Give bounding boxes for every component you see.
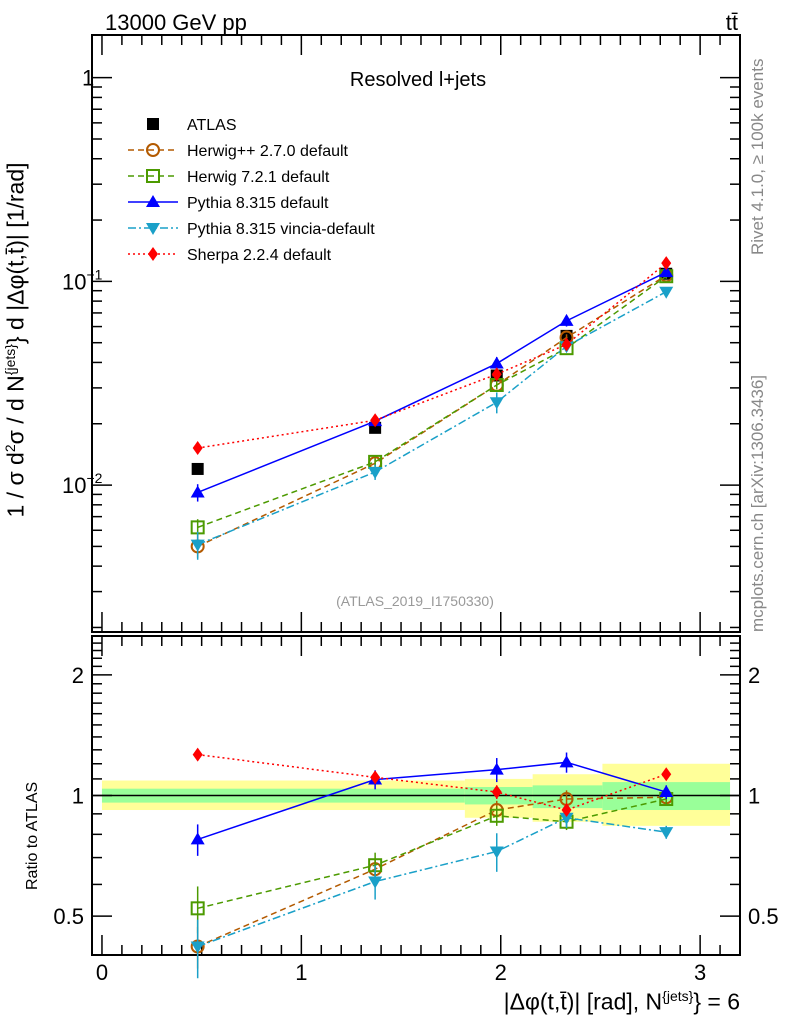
- y-label-part: } d |Δφ(t,t̄)| [1/rad]: [2, 162, 29, 345]
- mcplots-label: mcplots.cern.ch [arXiv:1306.3436]: [748, 374, 767, 632]
- main-point-pythia: [559, 313, 574, 326]
- ratio-point-sherpa: [370, 770, 381, 785]
- axes-frames: 110−110−22 21 10.5 0.50 1 2 3: [53, 34, 779, 985]
- x-tick-label: 2: [495, 960, 507, 985]
- process-label: tt̄: [726, 10, 738, 35]
- legend-marker-atlas: [147, 118, 159, 130]
- ratio-point-sherpa: [561, 803, 572, 818]
- main-series-vincia: [190, 286, 674, 560]
- main-series-sherpa: [192, 256, 672, 456]
- ratio-point-pythia: [489, 762, 504, 775]
- main-series-pythia: [190, 265, 674, 502]
- legend-label-atlas: ATLAS: [187, 117, 237, 134]
- chart-title: Resolved l+jets: [350, 69, 486, 91]
- ratio-uncertainty-bands: [92, 763, 740, 826]
- main-line-herwig7: [197, 275, 667, 529]
- energy-label: 13000 GeV pp: [105, 10, 247, 35]
- ratio-point-vincia: [559, 812, 574, 825]
- legend-label-vincia: Pythia 8.315 vincia-default: [187, 221, 375, 238]
- legend-marker-vincia: [146, 223, 160, 235]
- legend-marker-herwigpp: [146, 143, 160, 157]
- ratio-y-tick-label: 2: [748, 663, 760, 688]
- ratio-point-herwig7: [489, 808, 504, 823]
- main-point-pythia: [489, 356, 504, 369]
- main-point-sherpa: [370, 413, 381, 428]
- y-tick-exponent: −1: [86, 266, 102, 282]
- main-point-sherpa: [192, 441, 203, 456]
- main-point-pythia: [190, 485, 205, 498]
- main-line-herwigpp: [197, 274, 667, 548]
- x-tick-label: 3: [694, 960, 706, 985]
- y-axis-label: 1 / σ d2σ / d N{jets}} d |Δφ(t,t̄)| [1/r…: [2, 40, 30, 640]
- y-label-sup: 2: [2, 444, 18, 453]
- ratio-series-pythia: [190, 752, 674, 856]
- ratio-point-sherpa: [661, 767, 672, 782]
- y-label-part: σ / d N: [2, 375, 29, 445]
- legend-label-pythia: Pythia 8.315 default: [187, 195, 329, 212]
- ratio-point-pythia: [659, 785, 674, 798]
- legend: ATLAS Herwig++ 2.7.0 default Herwig 7.2.1 …: [128, 117, 375, 264]
- y-label-sup: {jets}: [2, 344, 18, 376]
- ratio-y-axis-label: Ratio to ATLAS: [24, 781, 41, 890]
- ratio-point-sherpa: [192, 747, 203, 762]
- main-point-pythia: [659, 265, 674, 278]
- x-label-sup: {jets}: [662, 988, 694, 1004]
- legend-label-herwigpp: Herwig++ 2.7.0 default: [187, 143, 349, 160]
- legend-marker-pythia: [146, 195, 160, 207]
- ratio-point-herwig7: [190, 901, 205, 916]
- ratio-point-vincia: [368, 876, 383, 889]
- rivet-label: Rivet 4.1.0, ≥ 100k events: [748, 58, 767, 255]
- main-point-sherpa: [561, 337, 572, 352]
- ratio-line-vincia: [197, 816, 667, 948]
- main-point-vincia: [489, 397, 504, 410]
- main-point-vincia: [368, 466, 383, 479]
- ratio-point-pythia: [190, 832, 205, 845]
- main-frame: [91, 34, 741, 633]
- ratio-line-herwigpp: [197, 796, 667, 948]
- main-series-atlas: [191, 267, 673, 475]
- y-tick-exponent: −2: [86, 470, 102, 486]
- legend-marker-herwig7: [146, 169, 160, 183]
- main-point-atlas: [191, 462, 204, 475]
- main-point-vincia: [659, 286, 674, 299]
- legend-marker-sherpa: [148, 247, 158, 261]
- ratio-y-tick-label: 1: [748, 784, 760, 809]
- ratio-series-vincia: [190, 808, 674, 979]
- x-tick-label: 1: [295, 960, 307, 985]
- legend-label-sherpa: Sherpa 2.2.4 default: [187, 247, 332, 264]
- ratio-point-vincia: [489, 846, 504, 859]
- ratio-series-sherpa: [192, 747, 672, 818]
- main-line-vincia: [197, 291, 667, 546]
- x-label-part: |Δφ(t,t̄)| [rad], N: [503, 988, 663, 1015]
- data-series: [190, 256, 674, 979]
- ratio-y-tick-label: 2: [72, 663, 84, 688]
- ratio-point-sherpa: [491, 785, 502, 800]
- x-tick-label: 0: [96, 960, 108, 985]
- main-point-sherpa: [661, 256, 672, 271]
- analysis-id: (ATLAS_2019_I1750330): [336, 593, 494, 609]
- ratio-y-tick-label: 1: [72, 784, 84, 809]
- band-inner: [532, 785, 603, 809]
- y-label-part: 1 / σ d: [2, 452, 29, 518]
- legend-label-herwig7: Herwig 7.2.1 default: [187, 169, 330, 186]
- ratio-y-tick-label: 0.5: [53, 904, 84, 929]
- ratio-y-tick-label: 0.5: [748, 904, 779, 929]
- main-line-pythia: [197, 271, 667, 494]
- main-series-herwigpp: [190, 268, 674, 558]
- ratio-point-vincia: [659, 827, 674, 840]
- y-tick-label: 1: [82, 66, 94, 91]
- x-axis-label: |Δφ(t,t̄)| [rad], N{jets}} = 6: [504, 988, 740, 1016]
- main-line-sherpa: [197, 262, 667, 449]
- ratio-point-pythia: [559, 755, 574, 768]
- main-point-vincia: [190, 539, 205, 552]
- main-series-herwig7: [190, 269, 674, 537]
- x-label-part: } = 6: [693, 988, 740, 1015]
- main-point-sherpa: [491, 367, 502, 382]
- ratio-point-vincia: [190, 941, 205, 954]
